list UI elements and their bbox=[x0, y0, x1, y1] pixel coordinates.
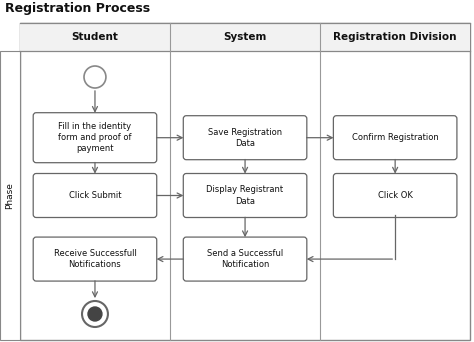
Text: Registration Division: Registration Division bbox=[333, 32, 457, 42]
FancyBboxPatch shape bbox=[33, 173, 157, 218]
Text: Click Submit: Click Submit bbox=[69, 191, 121, 200]
Text: Click OK: Click OK bbox=[378, 191, 412, 200]
FancyBboxPatch shape bbox=[33, 113, 157, 163]
FancyBboxPatch shape bbox=[33, 237, 157, 281]
FancyBboxPatch shape bbox=[183, 237, 307, 281]
Text: Phase: Phase bbox=[6, 182, 15, 209]
FancyBboxPatch shape bbox=[183, 173, 307, 218]
Text: Save Registration
Data: Save Registration Data bbox=[208, 128, 282, 148]
Text: System: System bbox=[223, 32, 267, 42]
Text: Confirm Registration: Confirm Registration bbox=[352, 133, 438, 142]
Bar bbox=[0, 51, 20, 340]
FancyBboxPatch shape bbox=[333, 173, 457, 218]
Text: Receive Successfull
Notifications: Receive Successfull Notifications bbox=[54, 249, 137, 269]
Text: Registration Process: Registration Process bbox=[5, 2, 150, 15]
FancyBboxPatch shape bbox=[333, 116, 457, 160]
FancyBboxPatch shape bbox=[183, 116, 307, 160]
Text: Display Registrant
Data: Display Registrant Data bbox=[207, 185, 283, 206]
Text: Fill in the identity
form and proof of
payment: Fill in the identity form and proof of p… bbox=[58, 122, 132, 153]
Circle shape bbox=[88, 307, 102, 321]
Bar bbox=[20, 23, 470, 51]
Text: Student: Student bbox=[72, 32, 118, 42]
Text: Send a Successful
Notification: Send a Successful Notification bbox=[207, 249, 283, 269]
